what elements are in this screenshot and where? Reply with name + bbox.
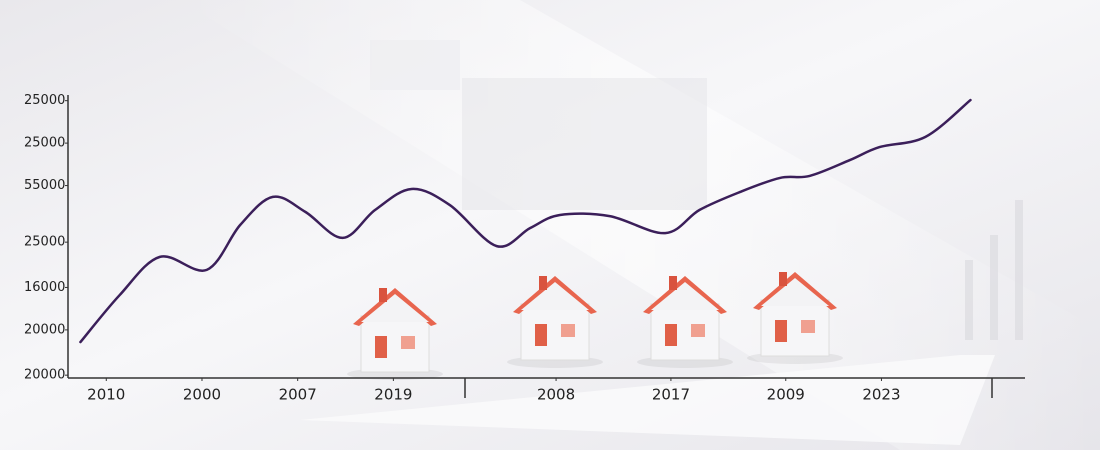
line-series (79, 98, 972, 344)
x-tick-label: 2007 (279, 386, 317, 404)
x-tick-label: 2008 (537, 386, 575, 404)
y-tick-label: 25000 (24, 136, 65, 151)
y-tick-label: 25000 (24, 93, 65, 108)
x-tick-label: 2009 (767, 386, 805, 404)
y-tick-label: 20000 (24, 368, 65, 383)
y-tick-label: 55000 (24, 178, 65, 193)
light-beam (180, 0, 1100, 450)
x-tick-label: 2017 (652, 386, 690, 404)
background-bar (1015, 200, 1023, 340)
y-tick-label: 25000 (24, 235, 65, 250)
background-bar (965, 260, 973, 340)
x-tick-label: 2010 (87, 386, 125, 404)
background-panel (462, 78, 707, 210)
x-tick-label: 2019 (374, 386, 412, 404)
x-tick-label: 2000 (183, 386, 221, 404)
background-panel (370, 40, 460, 90)
y-tick-label: 16000 (24, 280, 65, 295)
y-tick-label: 20000 (24, 322, 65, 337)
background-bar (990, 235, 998, 340)
x-tick-label: 2023 (862, 386, 900, 404)
